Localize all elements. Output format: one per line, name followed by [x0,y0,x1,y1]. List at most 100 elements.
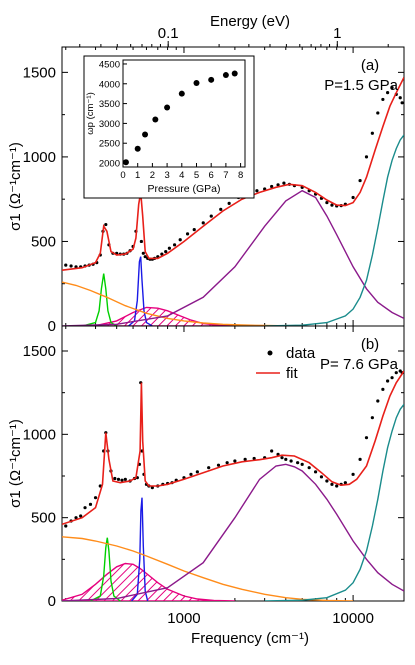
series-line [82,273,118,326]
data-point [376,111,380,115]
panel-a: 0 500 1000 1500 0.1 1 σ1 (Ω⁻¹cm⁻¹) (a) P=1.5 GPa… [7,25,405,335]
y-tick-label: 0 [48,318,56,335]
inset-y-tick-label: 2500 [99,139,120,150]
top-axis-label: Energy (eV) [210,13,290,30]
pressure-label: P=1.5 GPa [324,77,398,94]
data-point [185,232,190,236]
y-tick-label: 500 [31,233,56,250]
y-tick-label: 500 [31,510,56,527]
inset-data-point [142,131,149,138]
inset-x-axis-label: Pressure (GPa) [148,183,221,195]
inset-y-tick-label: 4500 [99,59,120,70]
data-point [123,477,127,481]
y-tick-label: 1500 [23,64,56,81]
data-point [313,470,318,474]
data-point [116,477,121,481]
series-line [264,403,404,601]
data-point [83,506,87,510]
data-point [233,459,237,463]
data-point [364,155,369,159]
plot-area [62,369,404,601]
series-line [264,134,404,326]
data-point [227,201,231,206]
data-point [139,239,143,244]
series-line [62,536,354,601]
top-tick-label: 1 [333,25,341,42]
data-point [376,399,380,403]
x-tick-label: 1000 [167,610,200,627]
inset-x-tick-label: 3 [164,170,169,181]
inset-y-tick-label: 4000 [99,79,120,90]
data-point [167,246,171,250]
series-line [62,463,404,601]
data-point [64,263,68,267]
series-line [131,497,149,601]
data-point [74,516,78,520]
pressure-label: P= 7.6 GPa [320,356,399,373]
data-point [64,524,68,528]
data-point [370,131,374,135]
data-point [330,482,334,486]
data-point [307,466,311,470]
data-point [164,250,168,254]
y-tick-label: 1500 [23,343,56,360]
data-point [150,486,154,490]
data-point [370,416,374,420]
inset-data-point [134,145,141,152]
data-point [69,264,73,268]
y-tick-label: 1000 [23,149,56,166]
panel-label: (b) [361,336,379,353]
data-point [113,476,117,481]
data-point [282,181,286,185]
series-fit-line [62,77,404,271]
data-point [325,200,329,205]
data-point [178,238,182,242]
inset-frame [83,55,255,199]
inset-x-tick-label: 6 [209,170,214,181]
data-point [319,475,324,479]
series-hatched-component [62,562,235,601]
data-point [88,502,93,506]
inset-data-point [208,76,215,83]
data-point [343,481,347,485]
inset-x-tick-label: 5 [194,170,199,181]
data-point [330,203,334,207]
data-point [398,96,402,100]
data-point [219,207,223,211]
x-tick-label: 10000 [332,610,374,627]
data-point [201,221,205,225]
legend-marker-data [267,350,273,356]
data-point [270,184,274,189]
inset-x-tick-label: 8 [238,170,243,181]
inset-y-tick-label: 3000 [99,119,120,130]
inset-data-point [152,116,159,123]
inset-x-tick-label: 1 [135,170,140,181]
panel-label: (a) [361,57,379,74]
data-point [79,514,83,518]
inset-data-point [222,72,229,79]
data-point [284,457,288,461]
data-point [351,472,355,476]
data-point [192,228,196,232]
data-point [141,251,145,255]
top-tick-label: 0.1 [158,25,179,42]
data-point [255,189,259,193]
data-point [289,459,293,463]
series-line [62,189,404,326]
inset-x-tick-label: 4 [179,170,184,181]
inset-y-tick-label: 2000 [99,159,120,170]
data-point [390,85,394,90]
data-point [104,222,108,227]
data-point [172,243,177,247]
data-point [276,452,280,456]
x-axis-label: Frequency (cm⁻¹) [191,630,309,647]
data-point [364,436,369,440]
y-axis-label: σ1 (Ω⁻¹cm⁻¹) [7,419,24,508]
data-point [143,255,147,259]
inset-data-point [122,159,129,166]
y-tick-label: 1000 [23,426,56,443]
data-point [276,183,280,187]
data-point [189,472,193,476]
